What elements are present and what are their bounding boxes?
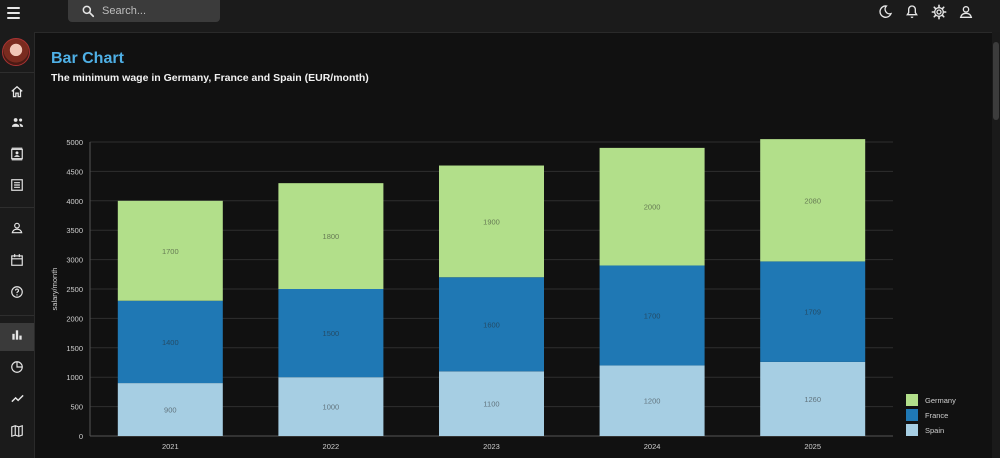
top-actions [876,3,975,21]
help-icon [10,285,24,304]
data-label: 1260 [804,395,821,404]
legend-swatch-spain [906,424,918,436]
calendar-icon [10,253,24,272]
profile-icon [10,221,24,240]
sidebar-item-geography[interactable] [0,419,34,447]
account-icon[interactable] [957,3,975,21]
bar-germany-2021 [117,200,223,301]
sidebar-divider [0,315,34,316]
data-label: 1600 [483,320,500,329]
sidebar [0,32,35,458]
data-label: 1200 [644,397,661,406]
y-tick-label: 3000 [66,256,83,265]
y-tick-label: 3500 [66,226,83,235]
x-tick-label: 2021 [162,442,179,451]
data-label: 1700 [162,247,179,256]
data-label: 2080 [804,196,821,205]
sidebar-divider [0,207,34,208]
avatar[interactable] [2,38,30,66]
bar-germany-2023 [439,165,544,278]
search-input[interactable] [100,4,220,18]
data-label: 1500 [323,329,340,338]
bar-germany-2024 [599,147,705,266]
scrollbar-thumb[interactable] [993,42,999,120]
legend-label-germany: Germany [925,396,956,405]
sidebar-item-pie-chart[interactable] [0,355,34,383]
sidebar-item-profile[interactable] [0,216,34,244]
sidebar-item-line-chart[interactable] [0,387,34,415]
contacts-icon [10,147,24,166]
sidebar-item-home[interactable] [0,80,34,108]
x-tick-label: 2025 [804,442,821,451]
bar-spain-2025 [760,361,866,436]
menu-icon[interactable] [5,5,23,21]
y-tick-label: 4000 [66,197,83,206]
data-label: 1800 [323,232,340,241]
sidebar-item-calendar[interactable] [0,248,34,276]
y-tick-label: 2500 [66,285,83,294]
legend-label-spain: Spain [925,426,944,435]
top-app-bar [0,0,1000,33]
y-axis-label: salary/month [50,268,59,311]
bar-france-2023 [439,277,544,372]
data-label: 1900 [483,217,500,226]
y-tick-label: 500 [70,403,83,412]
bar-spain-2024 [599,365,705,436]
sidebar-item-team[interactable] [0,111,34,139]
y-tick-label: 5000 [66,138,83,147]
bar-spain-2023 [439,371,544,436]
sidebar-item-invoices[interactable] [0,173,34,201]
settings-icon[interactable] [930,3,948,21]
bar-germany-2022 [278,183,384,289]
y-tick-label: 1000 [66,373,83,382]
stacked-bar-chart: 0 500 1000 1500 2000 2500 3000 3500 4000 4500 5000… [50,138,956,451]
data-label: 1700 [644,311,661,320]
sidebar-item-contacts[interactable] [0,142,34,170]
home-icon [10,85,24,104]
bar-france-2024 [599,265,705,366]
bar-chart-icon [10,328,24,347]
pie-chart-icon [10,360,24,379]
search-box [68,0,220,22]
x-tick-label: 2022 [323,442,340,451]
data-label: 1709 [804,308,821,317]
data-label: 900 [164,406,177,415]
bar-france-2025 [760,261,866,362]
notifications-icon[interactable] [903,3,921,21]
sidebar-item-faq[interactable] [0,280,34,308]
data-label: 1400 [162,338,179,347]
scrollbar-track [992,32,1000,458]
x-tick-label: 2023 [483,442,500,451]
users-icon [10,115,25,135]
legend-swatch-germany [906,394,918,406]
data-label: 2000 [644,203,661,212]
line-chart-icon [10,391,25,411]
bar-germany-2025 [760,139,866,262]
map-icon [10,424,24,443]
page-subtitle: The minimum wage in Germany, France and … [51,72,369,84]
y-tick-label: 4500 [66,167,83,176]
data-label: 1000 [323,403,340,412]
sidebar-item-bar-chart[interactable] [0,323,34,351]
x-tick-label: 2024 [644,442,661,451]
data-label: 1100 [483,400,499,409]
y-tick-label: 0 [79,432,83,441]
y-tick-label: 1500 [66,344,83,353]
dark-mode-icon[interactable] [876,3,894,21]
sidebar-divider [0,72,34,73]
bar-france-2021 [117,300,223,384]
legend-label-france: France [925,411,948,420]
list-icon [10,178,24,197]
y-tick-label: 2000 [66,314,83,323]
bar-france-2022 [278,289,384,378]
bar-spain-2022 [278,377,384,436]
search-icon [79,2,97,20]
bar-spain-2021 [117,383,223,436]
legend-swatch-france [906,409,918,421]
page-title: Bar Chart [51,50,124,67]
